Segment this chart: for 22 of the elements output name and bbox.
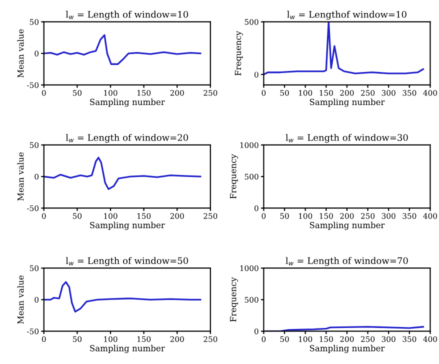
y-axis-title: Frequency	[230, 154, 238, 199]
y-axis-title: Frequency	[230, 277, 238, 322]
chart-title: l$_{w}$ = Length of window=30	[286, 134, 408, 143]
x-axis-title: Sampling number	[90, 344, 165, 354]
line-series	[44, 281, 202, 312]
chart-title: l$_{w}$ = Length of window=70	[286, 257, 408, 266]
line-series	[44, 156, 202, 190]
y-axis-title: Mean value	[17, 152, 24, 201]
x-axis-title: Sampling number	[310, 98, 385, 107]
x-axis-title: Sampling number	[90, 222, 165, 230]
chart-title: l$_{w}$ = Lengthof window=10	[287, 10, 406, 20]
chart-title: l$_{w}$ = Length of window=20	[66, 134, 188, 143]
y-axis-title: Mean value	[17, 276, 24, 324]
y-axis-title: Frequency	[234, 30, 243, 76]
chart-title: l$_{w}$ = Length of window=50	[66, 257, 188, 266]
x-axis-title: Sampling number	[90, 98, 165, 107]
x-axis-title: Sampling number	[310, 344, 385, 354]
x-axis-title: Sampling number	[310, 222, 385, 230]
chart-title: l$_{w}$ = Length of window=10	[66, 10, 188, 20]
line-series	[44, 34, 202, 65]
y-axis-title: Mean value	[17, 29, 24, 78]
line-series	[264, 22, 424, 76]
